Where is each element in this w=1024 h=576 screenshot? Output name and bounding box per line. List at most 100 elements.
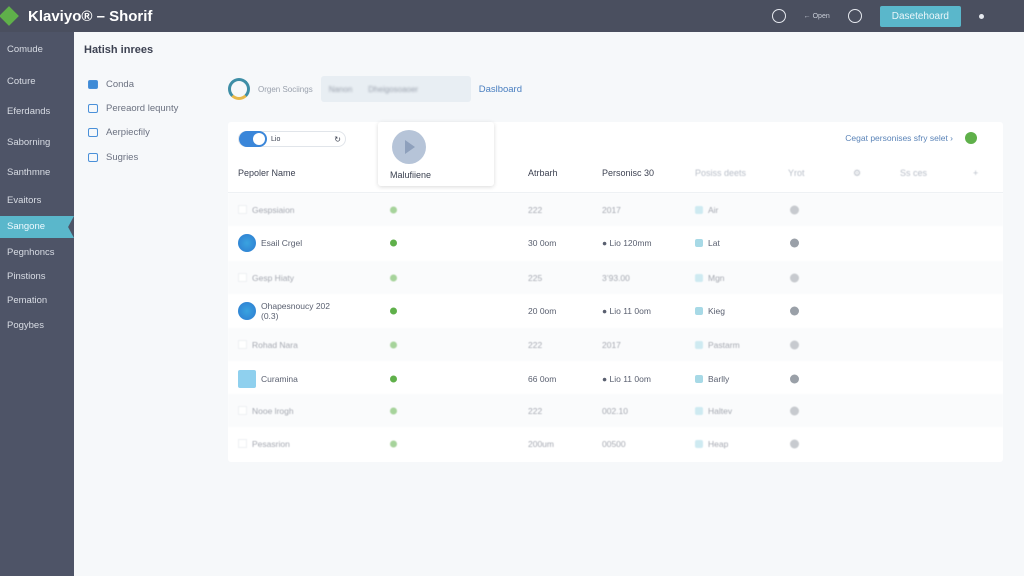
status-dot-icon (390, 307, 397, 314)
subnav-item-apps[interactable]: Aerpiecfily (88, 127, 150, 138)
row-checkbox[interactable] (238, 439, 247, 448)
timer-icon[interactable] (847, 9, 862, 23)
tag-icon (695, 439, 703, 448)
sidebar-item-sangone[interactable]: Sangone (0, 216, 74, 238)
row-value: 2017 (602, 204, 621, 215)
card-icon (88, 104, 98, 113)
row-checkbox[interactable] (238, 340, 247, 349)
column-header[interactable]: Ss ces (900, 168, 928, 178)
refresh-icon[interactable]: ↻ (334, 134, 341, 144)
table-row[interactable]: Curamina 66 0om ● Lio 11 0om Barlly (228, 362, 1003, 395)
avatar (238, 301, 256, 320)
content: Hatish inrees Conda Pereaord lequnty Aer… (74, 32, 1024, 576)
row-checkbox[interactable] (238, 273, 247, 282)
row-duration: 20 0om (528, 305, 557, 316)
play-icon[interactable] (392, 130, 426, 164)
action-icon[interactable] (790, 205, 799, 214)
toggle-label: Lio (271, 135, 281, 143)
column-header[interactable]: Atrbarh (528, 168, 558, 178)
avatar (238, 233, 256, 252)
row-duration: 30 0om (528, 237, 557, 248)
column-header[interactable]: ⚙ (853, 168, 862, 178)
row-value: ● Lio 11 0om (602, 373, 651, 384)
dashboard-link[interactable]: Daslboard (478, 83, 523, 95)
tag-icon (695, 306, 703, 315)
action-icon[interactable] (790, 406, 799, 415)
action-icon[interactable] (790, 306, 799, 315)
sidebar-item-saborning[interactable]: Saborning (7, 137, 51, 148)
tag-icon (695, 374, 703, 383)
action-icon[interactable] (790, 340, 799, 349)
sidebar-item-pegnhoncs[interactable]: Pegnhoncs (7, 247, 55, 258)
divider (228, 192, 1003, 193)
sidebar-item-coture[interactable]: Coture (7, 76, 36, 87)
tab-nanon[interactable]: Nanon (328, 84, 353, 94)
toggle-field[interactable]: Lio ↻ (238, 131, 346, 147)
sidebar-item-pinstions[interactable]: Pinstions (7, 271, 46, 282)
row-value: ● Lio 11 0om (602, 305, 651, 316)
row-name: Ohapesnoucy 202 (0.3) (261, 300, 330, 321)
row-tag: Air (708, 204, 719, 215)
page-title: Hatish inrees (84, 44, 154, 56)
table-row[interactable]: Rohad Nara 222 2017 Pastarm (228, 328, 1003, 361)
sidebar-item-comude[interactable]: Comude (7, 44, 43, 55)
column-header[interactable]: + (973, 168, 979, 178)
table-row[interactable]: Gespsiaion 222 2017 Air (228, 193, 1003, 226)
tag-icon (695, 205, 703, 214)
subnav-label: Aerpiecfily (106, 127, 150, 138)
tab-row: Orgen Sociings Nanon Dheigosoaoer Daslboa… (228, 76, 522, 102)
table-row[interactable]: Pesasrion 200um 00500 Heap (228, 427, 1003, 460)
table-row[interactable]: Nooe lrogh 222 002.10 Haltev (228, 394, 1003, 427)
select-link[interactable]: Cegat personises sfry selet › (845, 133, 953, 143)
row-value: 2017 (602, 339, 621, 350)
row-tag: Barlly (708, 373, 730, 384)
tag-icon (695, 406, 703, 415)
app-title: Klaviyo® – Shorif (28, 7, 153, 25)
tab-other[interactable]: Dheigosoaoer (368, 84, 419, 94)
status-dot-icon (390, 375, 397, 382)
video-card[interactable]: Malufiiene (378, 122, 494, 186)
column-header[interactable]: Personisc 30 (602, 168, 655, 178)
dashboard-button[interactable]: Dasetehoard (879, 5, 961, 27)
table-row[interactable]: Gesp Hiaty 225 3’93.00 Mgn (228, 261, 1003, 294)
tag-icon (695, 273, 703, 282)
action-icon[interactable] (790, 374, 799, 383)
status-dot-icon (390, 274, 397, 281)
sidebar-item-evaitors[interactable]: Evaitors (7, 195, 42, 206)
column-header[interactable]: Posiss deets (695, 168, 747, 178)
column-header[interactable]: Yrot (788, 168, 805, 178)
subnav-item-conda[interactable]: Conda (88, 79, 134, 90)
sidebar-item-eferdands[interactable]: Eferdands (7, 106, 51, 117)
action-icon[interactable] (790, 439, 799, 448)
column-header[interactable]: Pepoler Name (238, 168, 296, 178)
row-tag: Kieg (708, 305, 726, 316)
row-checkbox[interactable] (238, 205, 247, 214)
status-dot-icon (390, 206, 397, 213)
row-tag: Heap (708, 438, 729, 449)
profile-dot-icon[interactable] (979, 13, 984, 19)
video-label: Malufiiene (390, 170, 432, 180)
apps-icon (88, 128, 98, 137)
action-icon[interactable] (790, 238, 799, 247)
table-row[interactable]: Esail Crgel 30 0om ● Lio 120mm Lat (228, 226, 1003, 259)
open-link[interactable]: ← Open (803, 12, 830, 20)
globe-icon[interactable] (771, 9, 786, 23)
sidebar-item-pemation[interactable]: Pemation (7, 295, 48, 306)
tag-icon (695, 340, 703, 349)
table-row[interactable]: Ohapesnoucy 202 (0.3) 20 0om ● Lio 11 0om… (228, 294, 1003, 327)
row-tag: Lat (708, 237, 720, 248)
sidebar-item-santhmne[interactable]: Santhmne (7, 167, 51, 178)
row-name: Nooe lrogh (252, 405, 294, 416)
action-icon[interactable] (790, 273, 799, 282)
row-name: Esail Crgel (261, 237, 303, 248)
toggle-switch[interactable] (239, 131, 267, 147)
subnav-item-security[interactable]: Pereaord lequnty (88, 103, 178, 114)
calendar-icon (88, 153, 98, 162)
row-checkbox[interactable] (238, 406, 247, 415)
row-duration: 222 (528, 204, 543, 215)
subnav-item-sugries[interactable]: Sugries (88, 152, 138, 163)
check-circle-icon[interactable] (965, 132, 977, 144)
row-name: Rohad Nara (252, 339, 298, 350)
sidebar-item-pogybes[interactable]: Pogybes (7, 320, 44, 331)
tab-settings[interactable]: Orgen Sociings (258, 84, 313, 94)
